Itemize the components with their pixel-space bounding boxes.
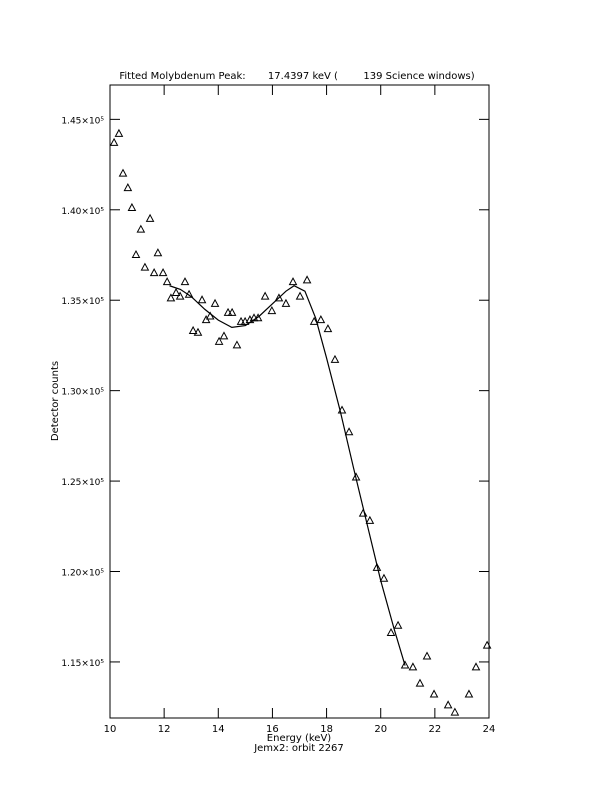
data-point [210,298,220,307]
data-point [166,293,176,302]
x-tick-label: 16 [266,724,279,735]
data-point [109,137,119,146]
data-point [400,660,410,669]
data-point [171,287,181,296]
data-point [450,707,460,716]
data-point [153,248,163,257]
y-tick-label: 1.35×10⁵ [61,297,104,307]
data-point [267,306,277,315]
data-point [214,336,224,345]
y-tick-label: 1.25×10⁵ [61,478,104,488]
data-point [180,277,190,286]
data-point [136,224,146,233]
data-point [193,327,203,336]
x-tick-label: 10 [104,724,117,735]
data-point [482,640,492,649]
data-point [464,689,474,698]
fit-line [169,285,406,666]
data-point [158,268,168,277]
data-point [162,277,172,286]
data-point [309,316,319,325]
data-point [379,573,389,582]
data-point [365,515,375,524]
data-point [227,307,237,316]
data-point [344,427,354,436]
data-point [422,651,432,660]
data-point [118,168,128,177]
x-tick-label: 24 [483,724,496,735]
chart-title: Fitted Molybdenum Peak: 17.4397 keV ( 13… [119,71,474,82]
y-axis-label: Detector counts [50,361,61,441]
data-point [358,508,368,517]
data-point [288,277,298,286]
x-tick-label: 12 [158,724,171,735]
data-point [197,295,207,304]
data-point [274,293,284,302]
data-point [408,662,418,671]
x-tick-label: 22 [428,724,441,735]
data-point [188,325,198,334]
y-tick-label: 1.30×10⁵ [61,388,104,398]
data-point [386,627,396,636]
data-point [219,331,229,340]
data-point [415,678,425,687]
data-point [131,249,141,259]
data-point [149,268,159,277]
data-point [114,128,124,137]
x-tick-label: 20 [374,724,387,735]
data-point [281,298,291,307]
data-point [175,291,185,300]
data-point [232,340,242,349]
y-tick-label: 1.20×10⁵ [61,569,104,579]
data-point [260,291,270,300]
data-point [471,662,481,671]
data-point [429,689,439,698]
data-point [295,291,305,300]
y-tick-label: 1.40×10⁵ [61,207,104,217]
data-point [127,202,137,211]
data-point [372,562,382,571]
data-point [393,620,403,629]
data-point [443,700,453,709]
data-point [316,315,326,324]
data-point [302,275,312,284]
plot-frame [109,84,490,719]
x-axis-label: Energy (keV) [267,733,332,744]
y-tick-label: 1.15×10⁵ [61,659,104,669]
x-tick-label: 14 [212,724,225,735]
subtitle: Jemx2: orbit 2267 [253,743,344,754]
data-point [123,183,133,192]
data-point [140,262,150,271]
x-tick-label: 18 [320,724,333,735]
data-point [330,354,340,363]
data-point [323,324,333,333]
data-point [145,213,155,222]
y-tick-label: 1.45×10⁵ [61,116,104,126]
